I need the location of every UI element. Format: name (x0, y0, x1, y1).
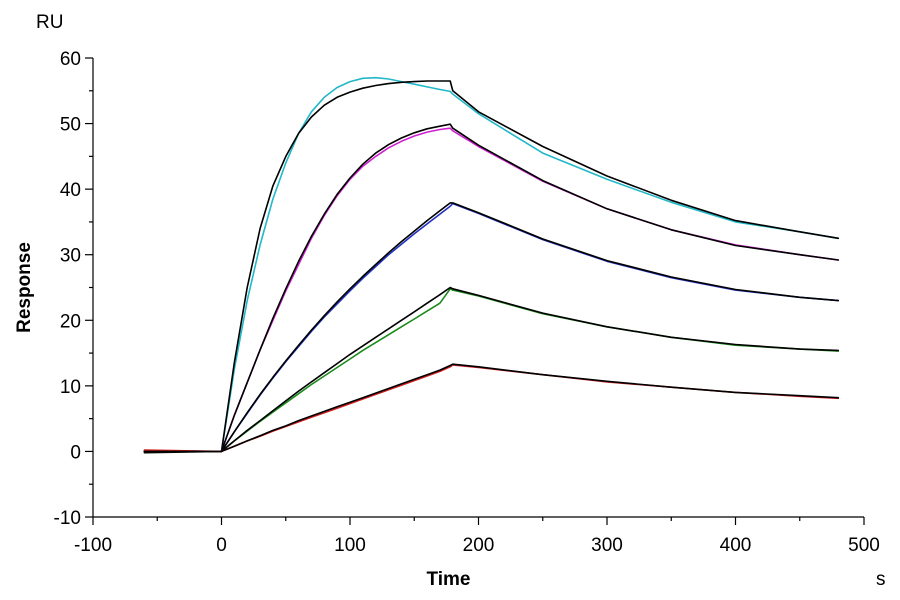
y-tick-label: 10 (60, 377, 81, 398)
measured-curve-4 (143, 202, 840, 453)
y-tick-label: 20 (60, 311, 81, 332)
fit-curve-3 (143, 123, 840, 453)
curves (143, 76, 840, 454)
fit-curve-9 (143, 363, 840, 453)
y-axis-title: Response (14, 242, 35, 333)
y-tick-label: 50 (60, 115, 81, 136)
fit-curve-5 (143, 202, 840, 453)
x-tick-label: 200 (463, 535, 495, 556)
x-tick-label: 500 (848, 535, 880, 556)
y-tick-label: 0 (70, 442, 81, 463)
x-tick-label: 400 (720, 535, 752, 556)
fit-curve-7 (143, 286, 840, 453)
y-tick-label: 60 (60, 49, 81, 70)
y-axis-unit: RU (36, 12, 63, 33)
measured-curve-0 (143, 76, 840, 453)
labels: Response Time RU s (14, 12, 886, 590)
y-tick-label: -10 (54, 508, 81, 529)
x-axis-title: Time (426, 569, 470, 590)
measured-curve-6 (143, 288, 840, 453)
y-tick-label: 30 (60, 246, 81, 267)
x-tick-label: 300 (591, 535, 623, 556)
x-tick-label: 0 (216, 535, 227, 556)
x-tick-label: 100 (334, 535, 366, 556)
x-axis-unit: s (876, 569, 886, 590)
y-tick-label: 40 (60, 180, 81, 201)
x-tick-label: -100 (74, 535, 112, 556)
fit-curve-1 (143, 80, 840, 454)
